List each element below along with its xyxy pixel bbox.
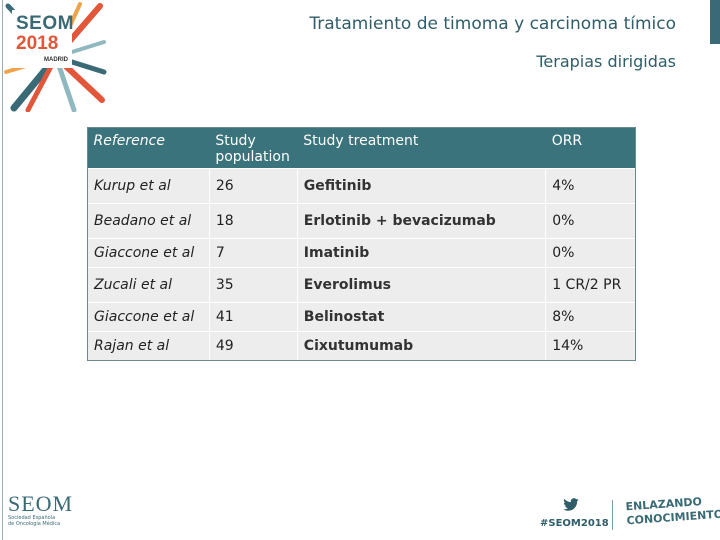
table-header-row: Reference Study population Study treatme… — [87, 127, 636, 168]
seom-wordmark: SEOM — [8, 491, 74, 516]
page-title: Tratamiento de timoma y carcinoma tímico — [309, 14, 676, 34]
column-header-reference: Reference — [87, 127, 210, 168]
table-row: Kurup et al 26 Gefitinib 4% — [87, 167, 636, 204]
cell-reference: Rajan et al — [87, 330, 210, 361]
cell-treatment: Erlotinib + bevacizumab — [296, 202, 547, 239]
cell-orr: 0% — [545, 237, 636, 268]
cell-population: 7 — [208, 237, 298, 268]
cell-population: 35 — [208, 266, 298, 303]
logo-burst-graphic — [4, 2, 108, 112]
seom-2018-logo: SEOM 2018 MADRID — [4, 2, 108, 112]
cell-orr: 14% — [545, 330, 636, 361]
logo-year-text: 2018 — [16, 33, 59, 54]
logo-seom-text: SEOM — [16, 13, 74, 34]
page-subtitle: Terapias dirigidas — [536, 52, 676, 71]
right-edge-tab — [710, 0, 720, 44]
table-row: Zucali et al 35 Everolimus 1 CR/2 PR — [87, 266, 636, 303]
left-border-rule — [2, 0, 3, 540]
seom-name-line1: Sociedad Española — [8, 515, 56, 521]
table-row: Rajan et al 49 Cixutumumab 14% — [87, 330, 636, 361]
seom-name-line2: de Oncología Médica — [8, 521, 61, 527]
cell-reference: Kurup et al — [87, 167, 210, 204]
table-row: Giaccone et al 7 Imatinib 0% — [87, 237, 636, 268]
table-row: Beadano et al 18 Erlotinib + bevacizumab… — [87, 202, 636, 239]
cell-orr: 4% — [545, 167, 636, 204]
cell-orr: 0% — [545, 202, 636, 239]
cell-reference: Beadano et al — [87, 202, 210, 239]
cell-orr: 8% — [545, 301, 636, 332]
cell-orr: 1 CR/2 PR — [545, 266, 636, 303]
cell-treatment: Gefitinib — [296, 167, 547, 204]
cell-treatment: Belinostat — [296, 301, 547, 332]
event-hashtag: #SEOM2018 — [540, 518, 609, 529]
footer-divider — [612, 500, 613, 530]
targeted-therapies-table: Reference Study population Study treatme… — [87, 127, 636, 361]
cell-population: 49 — [208, 330, 298, 361]
column-header-population: Study population — [209, 127, 298, 168]
cell-population: 18 — [208, 202, 298, 239]
cell-treatment: Imatinib — [296, 237, 547, 268]
logo-city-text: MADRID — [44, 57, 68, 63]
cell-population: 41 — [208, 301, 298, 332]
column-header-treatment: Study treatment — [297, 127, 546, 168]
cell-reference: Giaccone et al — [87, 301, 210, 332]
cell-population: 26 — [208, 167, 298, 204]
cell-reference: Zucali et al — [87, 266, 210, 303]
cell-reference: Giaccone et al — [87, 237, 210, 268]
cell-treatment: Everolimus — [296, 266, 547, 303]
event-slogan: ENLAZANDO CONOCIMIENTO — [625, 494, 720, 529]
seom-society-logo: SEOM Sociedad Española de Oncología Médi… — [8, 493, 88, 533]
twitter-bird-icon — [563, 498, 579, 511]
cell-treatment: Cixutumumab — [296, 330, 547, 361]
table-row: Giaccone et al 41 Belinostat 8% — [87, 301, 636, 332]
column-header-orr: ORR — [545, 127, 636, 168]
